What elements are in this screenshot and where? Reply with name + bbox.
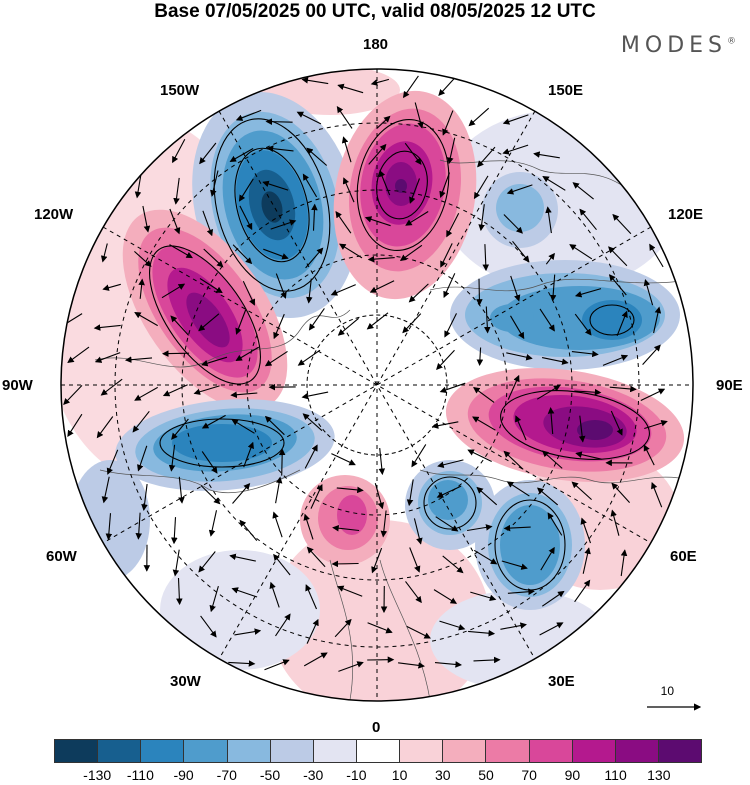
label-120e: 120E bbox=[668, 206, 703, 224]
colorbar-swatch bbox=[400, 740, 443, 762]
colorbar bbox=[54, 739, 702, 763]
wind-arrow bbox=[163, 353, 189, 354]
colorbar-tick-label: 130 bbox=[647, 767, 670, 783]
colorbar-swatch bbox=[357, 740, 400, 762]
colorbar-tick-label: 30 bbox=[435, 767, 451, 783]
label-120w: 120W bbox=[34, 206, 73, 224]
colorbar-tick-label: -110 bbox=[127, 767, 154, 783]
label-30e: 30E bbox=[548, 673, 575, 691]
label-0: 0 bbox=[372, 719, 380, 737]
colorbar-tick-label: 50 bbox=[478, 767, 494, 783]
colorbar-swatch bbox=[141, 740, 184, 762]
label-60e: 60E bbox=[670, 548, 697, 566]
wind-arrow bbox=[333, 564, 359, 565]
label-180: 180 bbox=[363, 36, 388, 54]
colorbar-tick-label: -130 bbox=[83, 767, 111, 783]
colorbar-tick-label: -50 bbox=[260, 767, 280, 783]
colorbar-tick-label: 90 bbox=[565, 767, 581, 783]
label-90e: 90E bbox=[716, 377, 743, 395]
colorbar-tick-label: 70 bbox=[521, 767, 537, 783]
colorbar-swatch bbox=[55, 740, 98, 762]
anomaly-field bbox=[40, 65, 694, 720]
colorbar-tick-label: -90 bbox=[173, 767, 193, 783]
label-90w: 90W bbox=[2, 377, 33, 395]
colorbar-tick-label: -70 bbox=[217, 767, 237, 783]
wind-arrow bbox=[267, 122, 293, 123]
label-150e: 150E bbox=[548, 82, 583, 100]
colorbar-swatch bbox=[443, 740, 486, 762]
wind-arrow bbox=[479, 279, 480, 305]
colorbar-swatch bbox=[659, 740, 701, 762]
colorbar-swatch bbox=[530, 740, 573, 762]
reference-vector-label: 10 bbox=[661, 684, 674, 698]
colorbar-tick-label: -10 bbox=[346, 767, 366, 783]
colorbar-swatch bbox=[486, 740, 529, 762]
wind-arrow bbox=[282, 450, 283, 476]
colorbar-tick-label: -30 bbox=[303, 767, 323, 783]
colorbar-tick-label: 10 bbox=[392, 767, 408, 783]
colorbar-swatch bbox=[228, 740, 271, 762]
colorbar-tick-label: 110 bbox=[604, 767, 626, 783]
label-30w: 30W bbox=[170, 673, 201, 691]
colorbar-swatch bbox=[184, 740, 227, 762]
label-150w: 150W bbox=[160, 82, 199, 100]
colorbar-ticks: -130 -110 -90 -70 -50 -30 -10 10 30 50 70 90 110 130 bbox=[0, 767, 750, 785]
colorbar-swatch bbox=[314, 740, 357, 762]
colorbar-swatch bbox=[98, 740, 141, 762]
colorbar-swatch bbox=[271, 740, 314, 762]
label-60w: 60W bbox=[46, 548, 77, 566]
colorbar-swatch bbox=[616, 740, 659, 762]
colorbar-swatch bbox=[573, 740, 616, 762]
